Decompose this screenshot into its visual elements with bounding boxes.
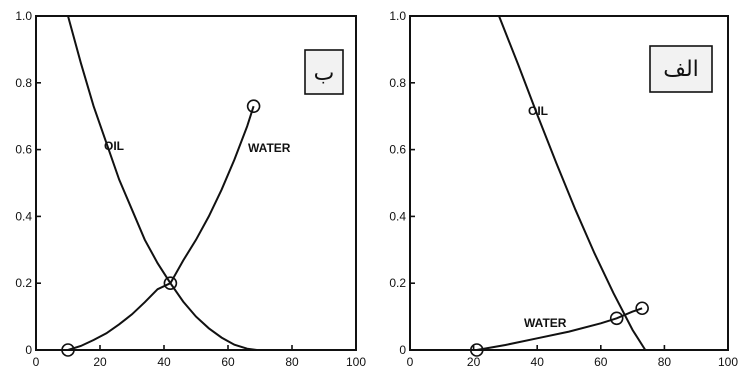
x-tick-label: 100 — [346, 355, 366, 369]
data-point-water — [163, 276, 178, 291]
series-line-oil — [498, 15, 647, 351]
y-tick-label: 0.8 — [15, 76, 32, 90]
y-tick-label: 0.6 — [389, 143, 406, 157]
plot-frame — [409, 15, 729, 351]
y-tick-label: 0.2 — [15, 276, 32, 290]
x-tick-label: 100 — [718, 355, 738, 369]
data-point-water — [246, 99, 261, 113]
panel-label-box — [649, 45, 713, 93]
x-tick-label: 80 — [658, 355, 672, 369]
y-tick-label: 0.6 — [15, 143, 32, 157]
badge: الف — [649, 45, 713, 93]
data-point-water — [469, 343, 484, 357]
curve-label-oil: OIL — [528, 104, 548, 118]
x-tick-label: 0 — [33, 355, 40, 369]
chart-panel-alef: الف 0 20 40 60 80 100 0 0.2 0.4 0.6 0.8 1.0 OIL WAT… — [389, 9, 738, 369]
data-point-water — [635, 301, 649, 316]
data-point-water — [609, 311, 624, 326]
y-tick-label: 1.0 — [15, 9, 32, 23]
x-tick-label: 80 — [285, 355, 299, 369]
x-tick-label: 20 — [93, 355, 107, 369]
curve-labels: OIL WATER — [104, 139, 291, 155]
x-tick-label: 20 — [467, 355, 481, 369]
panel-label: ب — [314, 61, 335, 86]
x-tick-label: 40 — [531, 355, 545, 369]
x-tick-label: 40 — [157, 355, 171, 369]
series-group — [61, 15, 261, 357]
curve-label-water: WATER — [524, 316, 567, 330]
series-line-oil — [67, 15, 257, 351]
x-tick-label: 60 — [221, 355, 235, 369]
chart-panel-b: ب 0 20 40 60 80 100 0 0.2 0.4 0.6 0.8 1.0 OIL WATER — [15, 9, 366, 369]
curve-label-water: WATER — [248, 141, 291, 155]
y-tick-label: 0.4 — [389, 209, 406, 223]
series-line-water — [476, 307, 643, 351]
curve-label-oil: OIL — [104, 139, 124, 153]
y-tick-label: 0.4 — [15, 209, 32, 223]
x-tick-label: 60 — [594, 355, 608, 369]
x-tick-label: 0 — [407, 355, 414, 369]
curve-labels: OIL WATER — [524, 104, 567, 330]
plot-frame — [35, 15, 357, 351]
badge: ب — [304, 49, 344, 95]
panel-label-box — [304, 49, 344, 95]
y-tick-label: 0 — [25, 343, 32, 357]
series-line-water — [67, 105, 255, 351]
series-group — [469, 15, 649, 357]
y-tick-label: 0.8 — [389, 76, 406, 90]
tick-labels: 0 20 40 60 80 100 0 0.2 0.4 0.6 0.8 1.0 — [15, 9, 366, 369]
panel-label: الف — [663, 57, 699, 82]
tick-marks — [35, 15, 357, 351]
y-tick-label: 0.2 — [389, 276, 406, 290]
y-tick-label: 1.0 — [389, 9, 406, 23]
data-point-water — [61, 343, 75, 357]
y-tick-label: 0 — [399, 343, 406, 357]
tick-labels: 0 20 40 60 80 100 0 0.2 0.4 0.6 0.8 1.0 — [389, 9, 738, 369]
